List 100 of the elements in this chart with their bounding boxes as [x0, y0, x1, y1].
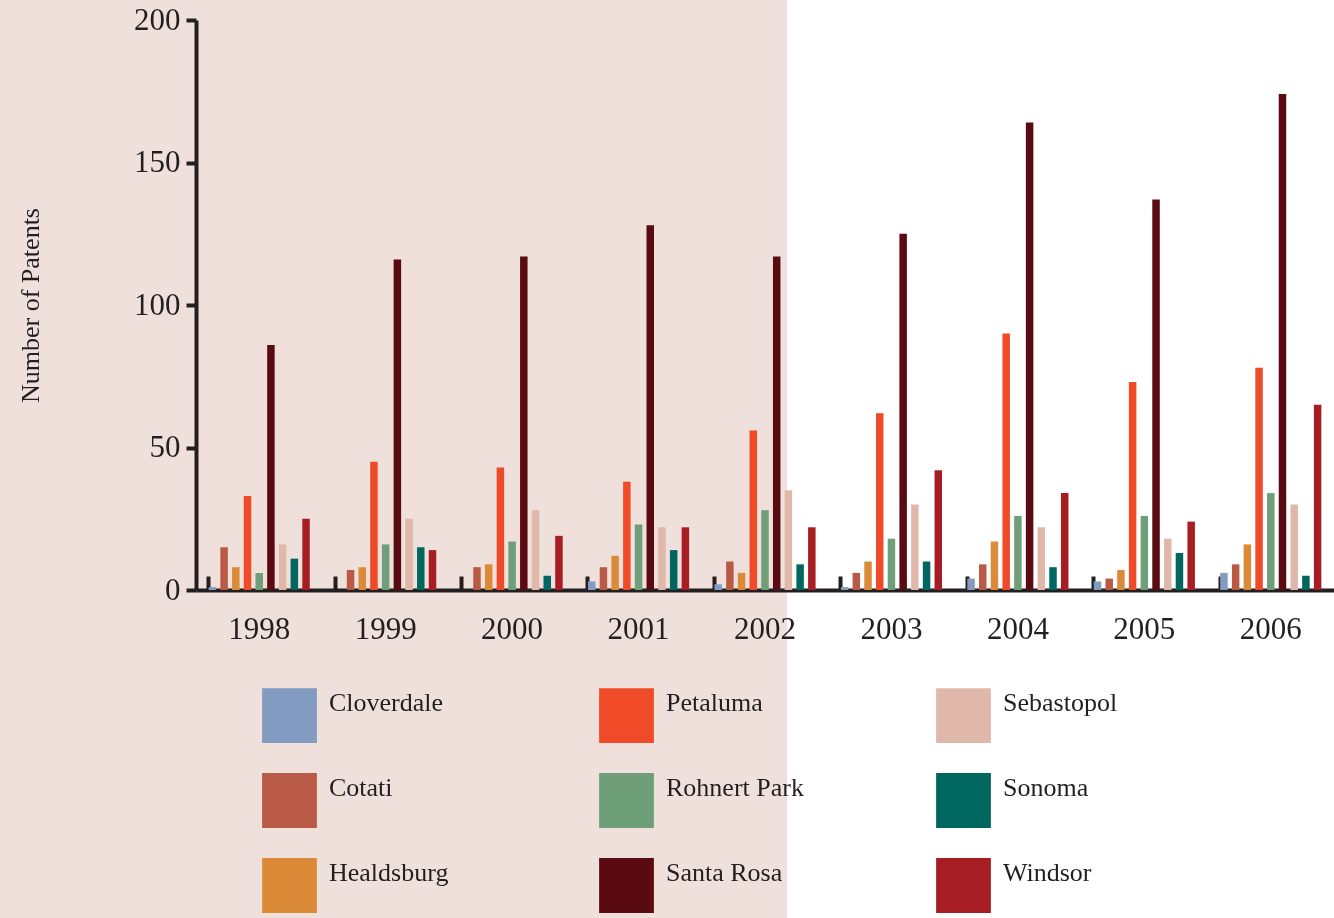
bar: [1255, 367, 1263, 590]
bar: [1231, 564, 1240, 590]
y-tick-label: 50: [149, 429, 181, 464]
x-tick-label: 2006: [1239, 610, 1302, 646]
bar: [737, 572, 746, 590]
bar: [358, 567, 366, 590]
legend-label: Sebastopol: [1003, 687, 1118, 717]
x-tick-label: 2001: [607, 610, 670, 646]
bar: [496, 467, 505, 590]
bar: [864, 561, 872, 590]
x-tick-label: 2000: [481, 610, 544, 646]
bar: [393, 259, 402, 590]
legend-label: Sonoma: [1003, 772, 1089, 802]
bar: [1175, 552, 1184, 590]
bar: [911, 504, 919, 590]
bar: [761, 510, 769, 590]
bar: [922, 561, 931, 590]
bar: [428, 550, 437, 590]
bar: [1302, 575, 1310, 590]
bar: [840, 587, 849, 590]
y-tick-label: 200: [134, 1, 181, 37]
bar: [1049, 567, 1057, 590]
bar: [990, 541, 999, 590]
bar: [243, 495, 252, 590]
bar: [1060, 493, 1069, 590]
bar: [1117, 570, 1125, 590]
bar: [381, 544, 390, 590]
bar: [290, 558, 299, 590]
bar: [1105, 578, 1113, 590]
bar: [1290, 504, 1298, 590]
bar: [1128, 381, 1137, 590]
bar: [484, 564, 493, 590]
bar: [1313, 404, 1322, 590]
legend-label: Santa Rosa: [666, 857, 783, 887]
bar: [531, 510, 540, 590]
bar: [1152, 199, 1160, 590]
y-tick-label: 0: [165, 571, 181, 607]
bar: [934, 470, 943, 590]
bar: [1002, 333, 1010, 590]
bar: [749, 430, 758, 590]
bar: [1164, 538, 1172, 590]
bar: [267, 344, 275, 590]
x-tick-label: 2005: [1113, 610, 1176, 646]
legend-label: Windsor: [1003, 857, 1092, 887]
x-tick-label: 2003: [860, 610, 923, 646]
y-tick-label: 150: [134, 144, 181, 179]
bar: [658, 527, 666, 590]
bar: [611, 555, 619, 590]
bar: [967, 578, 975, 590]
bar: [623, 481, 631, 590]
bar: [887, 538, 896, 590]
bar: [681, 527, 690, 590]
bar: [278, 544, 287, 590]
legend-label: Petaluma: [666, 687, 764, 717]
bar: [1014, 515, 1022, 590]
bar: [520, 256, 528, 590]
bar: [220, 547, 228, 590]
bar: [772, 256, 781, 590]
legend-label: Rohnert Park: [666, 772, 804, 802]
bar: [669, 550, 678, 590]
bar: [1187, 521, 1195, 590]
bar: [1140, 515, 1149, 590]
bar: [784, 490, 793, 590]
bar: [208, 587, 217, 590]
bar: [634, 524, 643, 590]
y-tick-label: 100: [134, 286, 181, 322]
bar: [899, 233, 907, 590]
bar: [646, 225, 655, 590]
legend-label: Cloverdale: [329, 687, 444, 717]
bar: [508, 541, 516, 590]
bar: [232, 567, 240, 590]
bar: [1278, 94, 1287, 590]
bar: [1220, 572, 1228, 590]
bar: [875, 413, 884, 590]
bar: [543, 575, 551, 590]
bar: [1243, 544, 1252, 590]
bar: [405, 518, 413, 590]
bar: [555, 535, 563, 590]
bar: [979, 564, 987, 590]
bar: [417, 547, 425, 590]
bar: [255, 572, 263, 590]
bar: [852, 572, 861, 590]
bar: [473, 567, 481, 590]
x-tick-label: 2002: [734, 610, 796, 646]
bar: [1037, 527, 1046, 590]
y-axis-title: Number of Patents: [16, 208, 45, 403]
bar: [1025, 122, 1034, 590]
bar: [346, 570, 355, 590]
bar: [1267, 493, 1275, 590]
bar: [796, 564, 804, 590]
x-tick-label: 2004: [986, 610, 1050, 646]
legend-label: Cotati: [329, 772, 393, 802]
bar: [726, 561, 734, 590]
bar: [808, 527, 816, 590]
x-tick-label: 1999: [354, 610, 417, 646]
legend-label: Healdsburg: [329, 857, 449, 887]
x-tick-label: 1998: [228, 610, 291, 646]
bar: [302, 518, 310, 590]
bar: [599, 567, 608, 590]
bar: [370, 461, 378, 590]
